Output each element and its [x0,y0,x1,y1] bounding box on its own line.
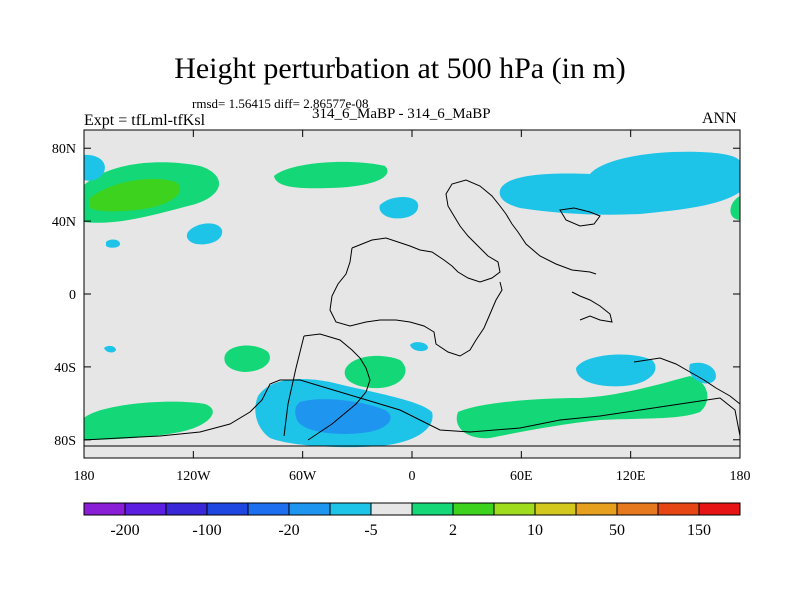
coastline-east-asia [633,357,741,405]
colorbar-swatch [165,502,208,516]
contour-fill-negative-siberia [499,151,740,215]
contour-fill-positive-south-atlantic [344,355,406,389]
y-tick-label: 0 [69,288,76,303]
colorbar-swatch [575,502,618,516]
colorbar-swatch [247,502,290,516]
x-tick-label: 0 [409,469,416,484]
contour-fill-negative-indian-ocean [576,354,656,387]
colorbar-label: 150 [687,522,711,539]
x-tick-label: 180 [730,469,751,484]
chart-title: Height perturbation at 500 hPa (in m) [174,52,626,85]
contour-fill-negative-small-1 [106,239,120,248]
colorbar-label: 2 [449,522,457,539]
colorbar-label: -200 [110,522,139,539]
colorbar-swatch [657,502,700,516]
experiment-label: Expt = tfLml-tfKsl [84,112,206,129]
contour-fill-positive-southern-east [456,376,708,439]
contour-fill-negative-southern-atlantic-core [295,399,391,434]
y-axis: 80N 40N 0 40S 80S [52,142,740,449]
y-tick-label: 40N [52,215,76,230]
contour-fill-negative-south-east [689,362,716,384]
coastline-india [559,207,601,227]
colorbar-swatch [534,502,577,516]
colorbar-swatch [83,502,126,516]
colorbar: -200 -100 -20 -5 2 10 50 150 [83,502,741,539]
contour-fill-negative-atlantic [379,196,419,219]
coastline-west-africa [329,247,503,357]
y-tick-label: 80N [52,142,76,157]
colorbar-label: 10 [527,522,543,539]
colorbar-label: -20 [278,522,299,539]
colorbar-label: 50 [609,522,625,539]
contour-fill-positive-east-edge [730,196,740,220]
coastline-south-america-west [283,335,305,437]
contour-fill-negative-pacific [186,223,223,245]
coastline-antarctica [83,379,741,441]
contour-fill-positive-south-pacific [224,345,270,372]
x-tick-label: 120E [616,469,646,484]
colorbar-swatch [370,502,413,516]
colorbar-swatch [452,502,495,516]
stats-line: rmsd= 1.56415 diff= 2.86577e-08 [192,96,369,111]
contour-fill-negative-small-3 [410,342,428,352]
y-tick-label: 40S [54,361,76,376]
coastline-africa-europe [351,179,597,283]
colorbar-swatch [411,502,454,516]
x-axis: 180 120W 60W 0 60E 120E 180 [74,130,751,484]
y-tick-label: 80S [54,434,76,449]
colorbar-label: -100 [192,522,221,539]
contour-fill-positive-southern-west [84,401,213,440]
colorbar-label: -5 [364,522,377,539]
x-tick-label: 120W [176,469,211,484]
contour-fill-negative-west-edge [84,154,105,181]
colorbar-swatch [616,502,659,516]
colorbar-swatch [329,502,372,516]
x-tick-label: 180 [74,469,95,484]
colorbar-swatch [206,502,249,516]
season-label: ANN [702,110,737,127]
coastline-australia [571,291,613,323]
x-tick-label: 60E [510,469,533,484]
colorbar-swatch [493,502,536,516]
colorbar-swatch [288,502,331,516]
contour-fill-negative-small-2 [104,345,116,353]
colorbar-swatch [698,502,741,516]
coastline-south-america [303,333,371,441]
colorbar-swatch [124,502,167,516]
x-tick-label: 60W [289,469,317,484]
case-subtitle: 314_6_MaBP - 314_6_MaBP [312,106,491,122]
anomaly-fields [84,151,740,448]
coastlines [83,179,741,447]
contour-fill-positive-north-america [274,161,388,189]
contour-fill-positive-north-pacific-core [90,178,181,212]
